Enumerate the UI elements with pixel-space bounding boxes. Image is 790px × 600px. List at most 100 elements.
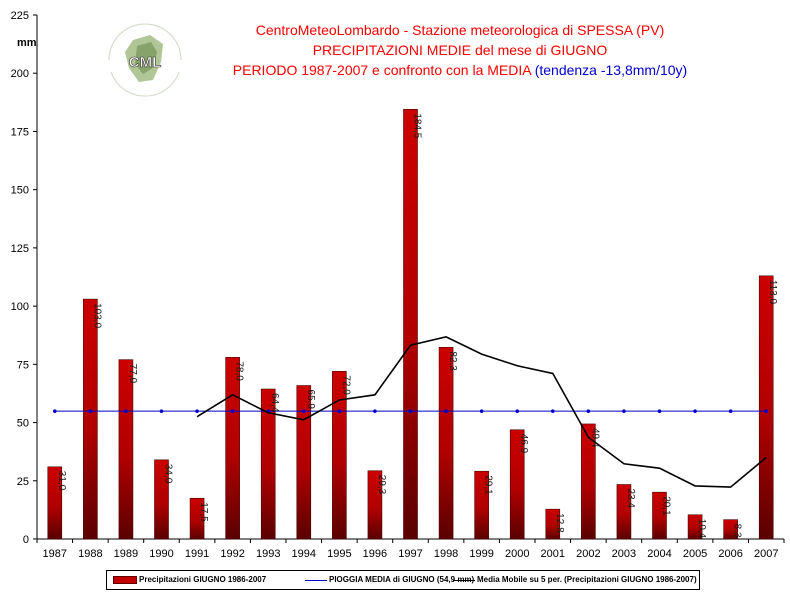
mean-point <box>337 409 342 413</box>
y-tick-label: 175 <box>11 126 29 138</box>
x-tick-label: 2005 <box>683 548 707 560</box>
legend-swatch-mean <box>305 576 327 584</box>
mean-point <box>301 409 306 413</box>
cml-logo: CML <box>95 10 195 110</box>
data-label: 65,9 <box>305 390 316 410</box>
mean-point <box>88 409 93 413</box>
data-label: 29,3 <box>376 475 387 495</box>
x-tick-label: 1999 <box>469 548 493 560</box>
mean-point <box>444 409 448 413</box>
mean-point <box>657 409 662 413</box>
x-tick-label: 1998 <box>434 548 458 560</box>
x-tick-label: 2004 <box>647 548 671 560</box>
bar <box>758 275 774 540</box>
y-tick-label: 25 <box>17 476 29 488</box>
x-tick-label: 1996 <box>363 548 387 560</box>
bar <box>438 347 454 540</box>
x-tick-label: 1997 <box>398 548 422 560</box>
bar <box>581 423 596 540</box>
legend-label-moving-avg: Media Mobile su 5 per. (Precipitazioni G… <box>477 575 697 584</box>
chart-title-line3: PERIODO 1987-2007 e confronto con la MED… <box>200 62 720 78</box>
bar <box>296 385 312 540</box>
y-tick-label: 150 <box>11 185 29 197</box>
data-label: 31,0 <box>56 471 67 491</box>
logo-text: CML <box>129 54 162 71</box>
x-tick-label: 1989 <box>114 548 138 560</box>
mean-point <box>408 409 413 413</box>
bar <box>154 459 169 540</box>
x-tick-label: 1994 <box>292 548 316 560</box>
bar <box>332 371 347 540</box>
x-tick-label: 2002 <box>576 548 600 560</box>
chart-title-period: PERIODO 1987-2007 e confronto con la MED… <box>232 62 531 78</box>
mean-point <box>124 409 128 413</box>
y-tick-label: 125 <box>11 243 29 255</box>
legend: Precipitazioni GIUGNO 1986-2007 PIOGGIA … <box>106 570 700 590</box>
bar <box>616 484 632 540</box>
bar <box>47 466 63 540</box>
x-tick-label: 1991 <box>185 548 209 560</box>
mean-point <box>230 409 235 413</box>
logo-graphic: CML <box>108 23 182 97</box>
chart-title-trend: (tendenza -13,8mm/10y) <box>534 62 688 78</box>
data-label: 64,4 <box>269 393 280 413</box>
mean-point <box>622 409 626 413</box>
legend-swatch-bar <box>113 575 137 584</box>
x-tick-label: 1992 <box>220 548 244 560</box>
data-label: 10,4 <box>696 519 707 539</box>
x-tick-label: 1995 <box>327 548 351 560</box>
x-tick-label: 2006 <box>718 548 742 560</box>
mean-point <box>728 409 733 413</box>
bar <box>723 519 738 540</box>
x-tick-label: 2003 <box>612 548 636 560</box>
bar <box>260 388 276 540</box>
mean-point <box>764 409 769 413</box>
data-label: 103,0 <box>91 303 102 328</box>
moving-average-line <box>196 336 767 488</box>
x-tick-label: 1993 <box>256 548 280 560</box>
y-tick-label: 0 <box>23 534 29 546</box>
x-tick-label: 1990 <box>149 548 173 560</box>
bar <box>509 429 525 540</box>
data-label: 82,3 <box>447 351 458 371</box>
x-tick-label: 2001 <box>541 548 565 560</box>
bar <box>83 298 98 540</box>
x-tick-label: 2000 <box>505 548 529 560</box>
mean-point <box>195 409 199 413</box>
y-tick-label: 50 <box>17 418 29 430</box>
x-tick-label: 1987 <box>43 548 67 560</box>
mean-point <box>515 409 520 413</box>
data-label: 78,0 <box>234 361 245 381</box>
data-label: 184,5 <box>412 113 423 138</box>
data-label: 49,4 <box>589 428 600 448</box>
bar <box>545 508 561 540</box>
data-label: 17,5 <box>198 502 209 522</box>
legend-label-mean: PIOGGIA MEDIA di GIUGNO (54,9 mm) <box>329 575 475 584</box>
y-tick-label: 75 <box>17 359 29 371</box>
mean-point <box>693 409 697 413</box>
y-axis-label: mm <box>17 37 37 49</box>
legend-item-mean: PIOGGIA MEDIA di GIUGNO (54,9 mm) <box>305 574 474 586</box>
bar <box>225 357 240 540</box>
legend-item-moving-avg: Media Mobile su 5 per. (Precipitazioni G… <box>453 574 697 586</box>
bar <box>403 109 418 540</box>
data-label: 20,1 <box>661 496 672 516</box>
data-label: 113,0 <box>767 280 778 305</box>
bar <box>189 497 205 540</box>
bar <box>687 514 703 540</box>
mean-point <box>52 409 57 413</box>
data-label: 12,8 <box>554 513 565 533</box>
data-label: 34,0 <box>163 464 174 484</box>
data-label: 23,4 <box>625 489 636 509</box>
data-label: 8,3 <box>732 524 743 538</box>
bar <box>118 359 134 540</box>
bar <box>652 491 667 540</box>
legend-swatch-moving-avg <box>453 576 475 584</box>
x-tick-label: 2007 <box>754 548 778 560</box>
chart-title-line2: PRECIPITAZIONI MEDIE del mese di GIUGNO <box>312 42 608 58</box>
mean-point <box>159 409 164 413</box>
bar <box>367 470 383 540</box>
y-tick-label: 100 <box>11 301 29 313</box>
